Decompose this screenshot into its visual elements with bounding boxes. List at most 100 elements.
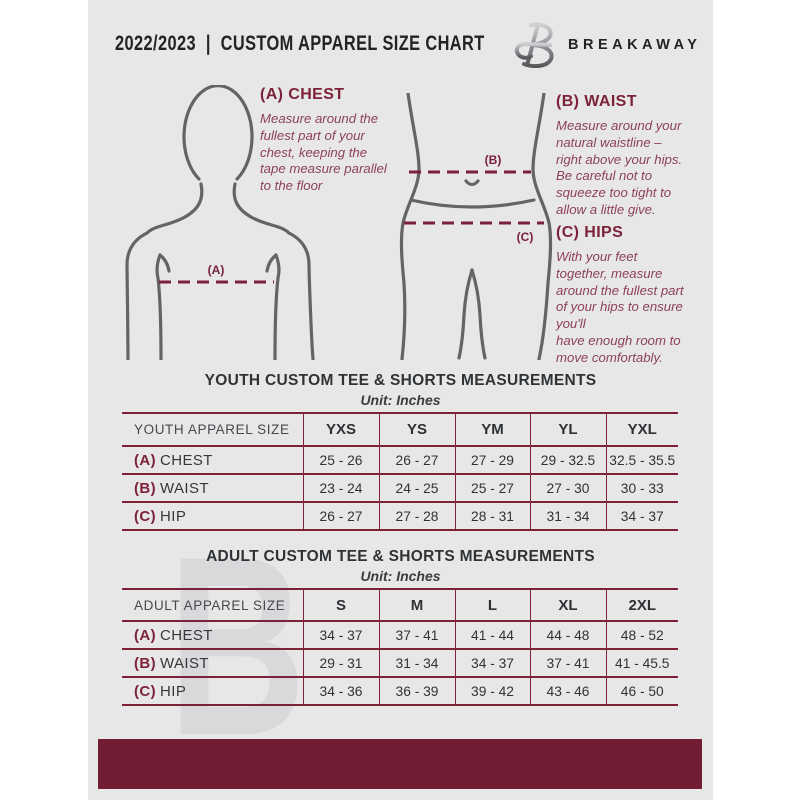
size-header: YM [454, 413, 530, 447]
size-header: YL [529, 413, 606, 447]
cell: 23 - 24 [302, 473, 379, 502]
armpit-right [265, 253, 278, 273]
cell: 36 - 39 [378, 676, 455, 705]
size-header: YXL [605, 413, 678, 447]
armpit-left [158, 253, 171, 273]
size-header: 2XL [605, 589, 678, 622]
table-row-hip: (C) HIP 26 - 27 27 - 28 28 - 31 31 - 34 3… [122, 501, 678, 530]
table-row-chest: (A) CHEST 25 - 26 26 - 27 27 - 29 29 - 32… [122, 446, 678, 474]
row-prefix: (A) [134, 626, 157, 644]
cell: 30 - 33 [605, 473, 678, 502]
cell: 26 - 27 [302, 501, 379, 530]
row-prefix: (C) [134, 507, 157, 525]
waist-instruction: (B) WAIST Measure around your natural wa… [556, 93, 713, 219]
row-label: CHEST [160, 451, 213, 469]
cell: 27 - 28 [378, 501, 455, 530]
adult-size-col-header: ADULT APPAREL SIZE [122, 589, 303, 622]
neck-right [232, 182, 291, 235]
youth-size-col-header: YOUTH APPAREL SIZE [122, 413, 303, 447]
page-title: 2022/2023 | CUSTOM APPAREL SIZE CHART [115, 32, 485, 55]
chest-marker-label: (A) [208, 263, 225, 277]
cell: 25 - 27 [454, 473, 530, 502]
head-outline [182, 85, 254, 181]
cell: 34 - 37 [302, 621, 379, 649]
upper-body-figure: (A) [125, 85, 315, 360]
cell: 31 - 34 [378, 648, 455, 677]
hips-instruction: (C) HIPS With your feet together, measur… [556, 224, 713, 367]
cell: 37 - 41 [529, 648, 606, 677]
cell: 26 - 27 [378, 446, 455, 474]
cell: 48 - 52 [605, 621, 678, 649]
cell: 41 - 44 [454, 621, 530, 649]
torso-left [155, 253, 163, 360]
cell: 34 - 36 [302, 676, 379, 705]
hip-curve [409, 198, 536, 209]
cell: 24 - 25 [378, 473, 455, 502]
row-prefix: (B) [134, 654, 157, 672]
size-chart-page: B 2022/2023 | CUSTOM APPAREL SIZE CHART … [88, 0, 713, 800]
cell: 29 - 32.5 [529, 446, 606, 474]
size-header: S [302, 589, 379, 622]
cell: 27 - 30 [529, 473, 606, 502]
youth-size-table: YOUTH APPAREL SIZE YXS YS YM YL YXL (A) C… [122, 412, 678, 531]
arm-left [125, 231, 149, 360]
size-header: XL [529, 589, 606, 622]
cell: 27 - 29 [454, 446, 530, 474]
cell: 29 - 31 [302, 648, 379, 677]
brand-block: BREAKAWAY [512, 22, 701, 68]
table-row-waist: (B) WAIST 29 - 31 31 - 34 34 - 37 37 - 41… [122, 648, 678, 677]
row-label: WAIST [160, 654, 209, 672]
cell: 44 - 48 [529, 621, 606, 649]
table-row-hip: (C) HIP 34 - 36 36 - 39 39 - 42 43 - 46 4… [122, 676, 678, 705]
cell: 41 - 45.5 [605, 648, 678, 677]
row-label: HIP [160, 507, 187, 525]
adult-section-title: ADULT CUSTOM TEE & SHORTS MEASUREMENTS [206, 548, 595, 565]
cell: 34 - 37 [454, 648, 530, 677]
row-label: CHEST [160, 626, 213, 644]
adult-size-table: ADULT APPAREL SIZE S M L XL 2XL (A) CHEST… [122, 588, 678, 706]
cell: 32.5 - 35.5 [605, 446, 678, 474]
row-label: WAIST [160, 479, 209, 497]
inner-leg-left [457, 268, 474, 360]
cell: 39 - 42 [454, 676, 530, 705]
hips-instruction-heading: (C) HIPS [556, 224, 624, 241]
cell: 46 - 50 [605, 676, 678, 705]
row-prefix: (A) [134, 451, 157, 469]
navel [464, 179, 480, 187]
row-prefix: (C) [134, 682, 157, 700]
waist-instruction-heading: (B) WAIST [556, 93, 637, 110]
chest-instruction: (A) CHEST Measure around the fullest par… [260, 86, 432, 195]
arm-right [287, 231, 315, 360]
watermark-letter-b: B [168, 504, 307, 789]
size-header: M [378, 589, 455, 622]
breakaway-logo-icon [514, 22, 554, 68]
cell: 37 - 41 [378, 621, 455, 649]
row-label: HIP [160, 682, 187, 700]
youth-section-unit: Unit: Inches [360, 392, 441, 408]
cell: 25 - 26 [302, 446, 379, 474]
waist-instruction-body: Measure around your natural waistline – … [556, 118, 683, 217]
body-right [531, 93, 553, 360]
cell: 34 - 37 [605, 501, 678, 530]
size-header: L [454, 589, 530, 622]
hips-marker-label: (C) [517, 230, 534, 244]
lower-body-figure: (B) (C) [399, 93, 553, 360]
row-prefix: (B) [134, 479, 157, 497]
chest-instruction-heading: (A) CHEST [260, 86, 345, 103]
waist-marker-label: (B) [485, 153, 502, 167]
adult-section-unit: Unit: Inches [360, 568, 441, 584]
table-row-waist: (B) WAIST 23 - 24 24 - 25 25 - 27 27 - 30… [122, 473, 678, 502]
footer-bar [98, 739, 702, 789]
neck-left [145, 182, 204, 235]
inner-leg-right [470, 268, 487, 360]
size-header: YS [378, 413, 455, 447]
size-header: YXS [302, 413, 379, 447]
cell: 43 - 46 [529, 676, 606, 705]
table-row-chest: (A) CHEST 34 - 37 37 - 41 41 - 44 44 - 48… [122, 621, 678, 649]
chest-instruction-body: Measure around the fullest part of your … [260, 111, 387, 194]
brand-name: BREAKAWAY [568, 37, 702, 53]
youth-header-row: YOUTH APPAREL SIZE YXS YS YM YL YXL [122, 413, 678, 447]
cell: 28 - 31 [454, 501, 530, 530]
cell: 31 - 34 [529, 501, 606, 530]
